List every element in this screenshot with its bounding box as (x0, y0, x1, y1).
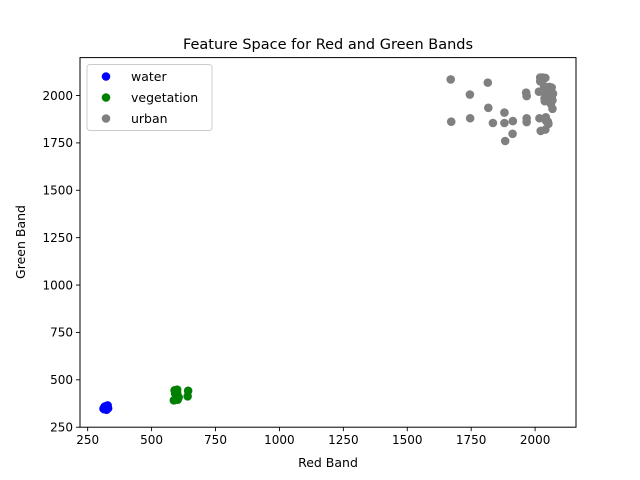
x-axis-label: Red Band (298, 455, 358, 470)
data-point-urban (522, 91, 531, 101)
plot-marks (99, 73, 558, 415)
data-point-urban (500, 118, 509, 128)
data-point-urban (548, 89, 558, 98)
x-axis: 250 500 750 1000 1250 1500 1750 2000 (76, 427, 550, 447)
y-tick-label: 1750 (42, 136, 73, 150)
y-axis: 250 500 750 1000 1250 1500 1750 2000 (42, 89, 80, 435)
legend-box (86, 64, 213, 131)
x-tick-label: 1500 (392, 433, 423, 447)
data-point-urban (548, 95, 557, 105)
x-tick-label: 750 (204, 433, 227, 447)
data-point-vegetation (172, 385, 182, 394)
data-point-urban (522, 117, 531, 127)
legend-label-urban: urban (131, 111, 168, 126)
legend-label-water: water (131, 69, 167, 84)
legend-label-vegetation: vegetation (131, 90, 198, 105)
data-point-urban (548, 104, 557, 114)
data-point-urban (500, 136, 510, 146)
data-point-urban (446, 117, 456, 126)
legend-marker-water (101, 72, 111, 81)
data-point-vegetation (183, 386, 193, 396)
y-tick-label: 750 (50, 326, 73, 340)
data-point-urban (541, 73, 550, 83)
legend: water vegetation urban (86, 64, 213, 131)
x-tick-label: 1000 (264, 433, 295, 447)
x-tick-label: 250 (76, 433, 99, 447)
y-tick-label: 2000 (42, 89, 73, 103)
data-point-urban (465, 90, 475, 99)
data-point-urban (508, 116, 518, 126)
data-point-urban (465, 113, 475, 123)
data-point-urban (535, 113, 544, 123)
y-tick-label: 500 (50, 373, 73, 387)
data-point-water (101, 404, 110, 413)
y-tick-label: 1250 (42, 231, 73, 245)
data-point-urban (500, 108, 509, 117)
y-tick-label: 250 (50, 421, 73, 435)
data-point-urban (483, 78, 493, 87)
chart-title: Feature Space for Red and Green Bands (183, 37, 473, 53)
y-tick-label: 1500 (42, 184, 73, 198)
data-point-urban (544, 119, 553, 129)
data-point-urban (484, 103, 493, 113)
y-axis-label: Green Band (13, 205, 28, 279)
legend-marker-urban (101, 114, 111, 123)
data-point-urban (508, 129, 517, 139)
data-point-vegetation (174, 392, 183, 402)
x-tick-label: 2000 (520, 433, 551, 447)
x-tick-label: 1250 (328, 433, 359, 447)
x-tick-label: 1750 (456, 433, 487, 447)
x-tick-label: 500 (140, 433, 163, 447)
plot-frame (79, 57, 577, 428)
y-tick-label: 1000 (42, 278, 73, 292)
data-point-urban (488, 118, 498, 128)
data-point-urban (446, 75, 456, 84)
legend-marker-vegetation (101, 93, 111, 102)
